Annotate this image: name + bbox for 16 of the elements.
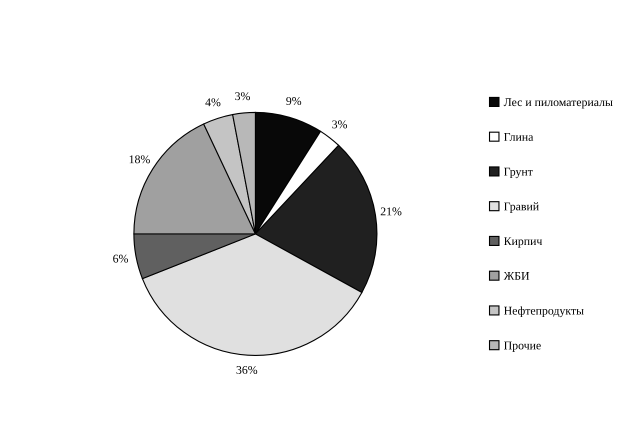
data-label: 9% [286, 97, 302, 106]
legend-label: Глина [504, 133, 534, 141]
data-label: 21% [380, 207, 402, 216]
data-label: 18% [130, 155, 150, 164]
legend-label: Грунт [504, 168, 533, 178]
legend-label: Нефтепродукты [504, 306, 584, 318]
data-label: 36% [236, 366, 258, 374]
legend-label: Кирпич [504, 237, 542, 248]
data-label: 3% [332, 120, 348, 128]
data-label: 6% [113, 254, 128, 263]
legend-label: Лес и пиломатериалы [504, 98, 613, 109]
legend-label: ЖБИ [504, 272, 530, 280]
legend-label: Прочие [504, 342, 541, 352]
data-label: 4% [205, 98, 220, 106]
data-label: 3% [235, 92, 250, 100]
legend-label: Гравий [504, 202, 539, 213]
